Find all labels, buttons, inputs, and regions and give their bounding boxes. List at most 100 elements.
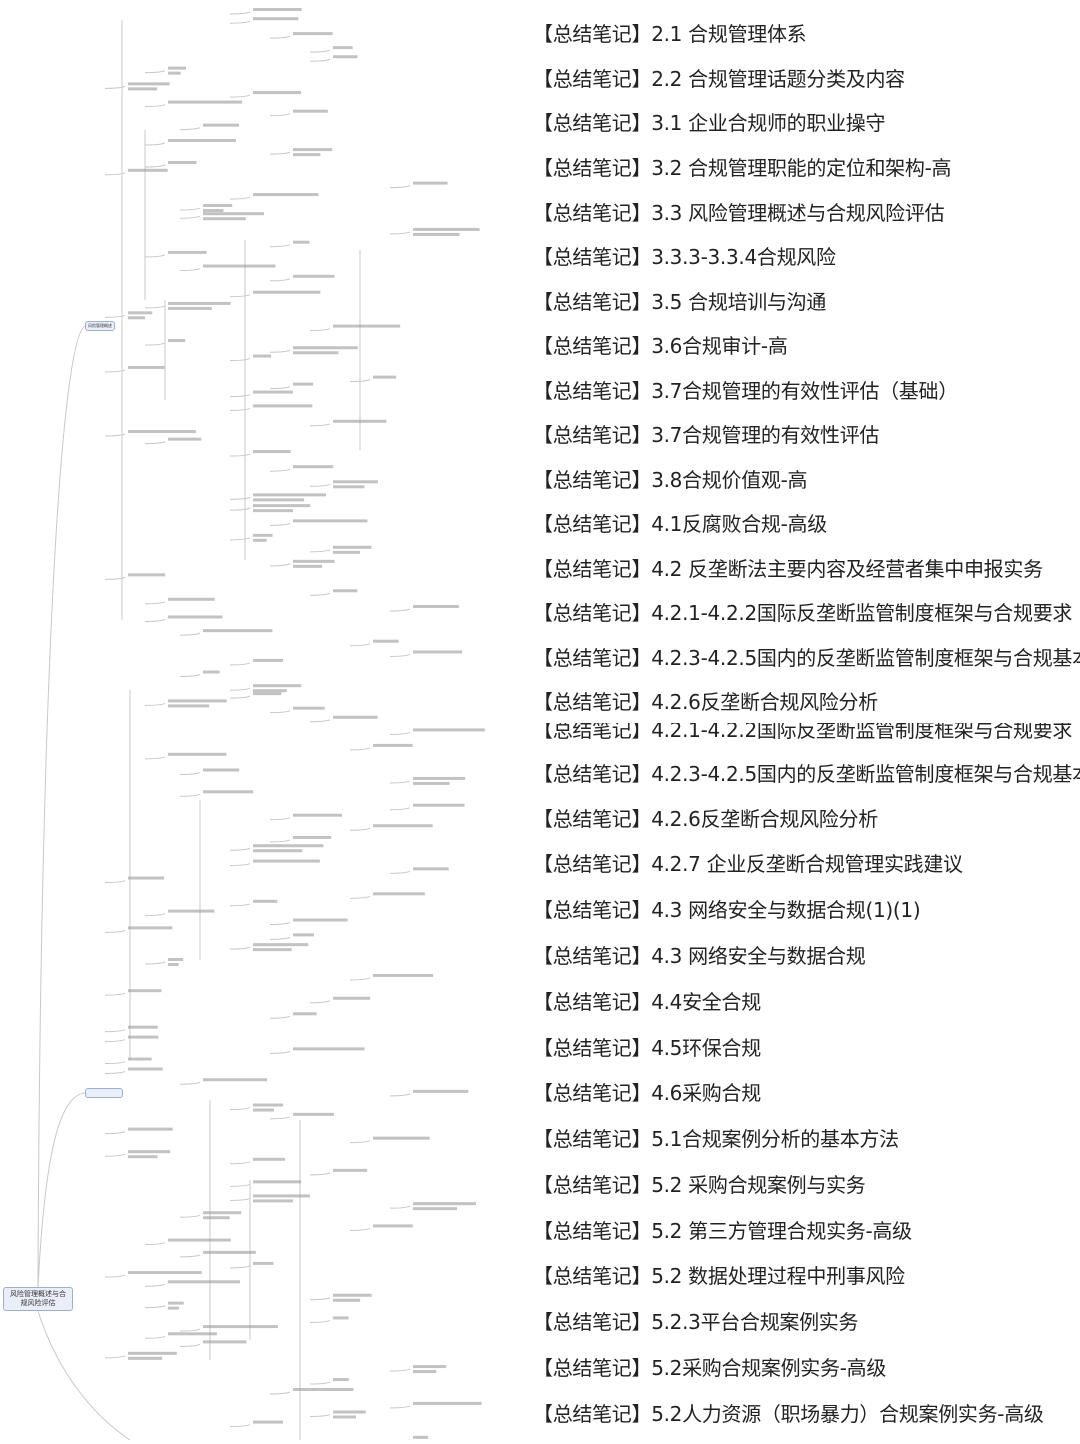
mindmap-node-text <box>293 933 314 936</box>
note-link-item[interactable]: 【总结笔记】5.1合规案例分析的基本方法 <box>533 1123 899 1152</box>
note-prefix: 【总结笔记】 <box>533 718 651 742</box>
mindmap-branch-node-2[interactable] <box>85 1088 123 1098</box>
note-link-item[interactable]: 【总结笔记】3.7合规管理的有效性评估（基础） <box>533 375 958 404</box>
note-link-item[interactable]: 【总结笔记】3.8合规价值观-高 <box>533 464 807 493</box>
mindmap-connector <box>270 1051 290 1053</box>
mindmap-node-text <box>413 605 459 608</box>
note-link-item[interactable]: 【总结笔记】3.7合规管理的有效性评估 <box>533 419 879 448</box>
note-prefix: 【总结笔记】 <box>533 990 651 1014</box>
mindmap-node-text <box>253 900 277 903</box>
mindmap-connector <box>310 1414 330 1416</box>
mindmap-node-text <box>253 849 302 852</box>
mindmap-connector <box>38 1311 130 1440</box>
note-title: 4.2.1-4.2.2国际反垄断监管制度框架与合规要求 <box>651 601 1072 625</box>
mindmap-node-text <box>203 1078 267 1081</box>
note-title: 5.2采购合规案例实务-高级 <box>651 1356 886 1380</box>
note-prefix: 【总结笔记】 <box>533 601 651 625</box>
mindmap-connector <box>180 1344 200 1346</box>
mindmap-connector <box>145 442 165 444</box>
note-prefix: 【总结笔记】 <box>533 67 651 91</box>
mindmap-node-text <box>128 1357 162 1360</box>
note-link-item[interactable]: 【总结笔记】3.3 风险管理概述与合规风险评估 <box>533 197 944 226</box>
note-title: 4.2.3-4.2.5国内的反垄断监管制度框架与合规基本要求 <box>651 646 1080 670</box>
mindmap-connector <box>180 675 200 677</box>
note-link-item[interactable]: 【总结笔记】4.2 反垄断法主要内容及经营者集中申报实务 <box>533 553 1043 582</box>
note-link-item[interactable]: 【总结笔记】3.6合规审计-高 <box>533 330 788 359</box>
note-title: 4.2.1-4.2.2国际反垄断监管制度框架与合规要求 <box>651 718 1072 742</box>
note-link-item[interactable]: 【总结笔记】4.2.3-4.2.5国内的反垄断监管制度框架与合规基本要求 <box>533 642 1080 671</box>
mindmap-node-text <box>253 498 304 501</box>
note-link-item[interactable]: 【总结笔记】5.2.3平台合规案例实务 <box>533 1306 858 1335</box>
mindmap-connector <box>38 326 85 1287</box>
note-title: 5.2 采购合规案例与实务 <box>651 1173 865 1197</box>
note-link-item[interactable]: 【总结笔记】4.5环保合规 <box>533 1032 761 1061</box>
mindmap-connector <box>310 1001 330 1003</box>
mindmap-node-text <box>168 963 179 966</box>
mindmap-node-text <box>373 892 425 895</box>
note-link-item[interactable]: 【总结笔记】4.2.3-4.2.5国内的反垄断监管制度框架与合规基本要求 <box>533 758 1080 787</box>
mindmap-node-text <box>253 943 308 946</box>
note-prefix: 【总结笔记】 <box>533 1264 651 1288</box>
note-title: 4.2.6反垄断合规风险分析 <box>651 690 878 714</box>
note-prefix: 【总结笔记】 <box>533 22 651 46</box>
note-link-item[interactable]: 【总结笔记】5.2采购合规案例实务-高级 <box>533 1352 886 1381</box>
mindmap-root-node[interactable]: 风险管理概述与合规风险评估 <box>3 1287 73 1311</box>
mindmap-canvas[interactable]: 风险管理概述与合规风险评估 风险管理概述 <box>0 0 520 1440</box>
mindmap-connector <box>390 1094 410 1096</box>
mindmap-node-text <box>333 46 353 49</box>
mindmap-connector <box>180 794 200 796</box>
note-link-item[interactable]: 【总结笔记】4.3 网络安全与数据合规 <box>533 940 865 969</box>
mindmap-node-text <box>168 139 236 142</box>
mindmap-node-text <box>168 307 212 310</box>
note-link-item[interactable]: 【总结笔记】4.6采购合规 <box>533 1077 761 1106</box>
note-link-item[interactable]: 【总结笔记】2.1 合规管理体系 <box>533 18 806 47</box>
note-prefix: 【总结笔记】 <box>533 468 651 492</box>
note-link-item[interactable]: 【总结笔记】3.5 合规培训与沟通 <box>533 286 826 315</box>
note-title: 3.1 企业合规师的职业操守 <box>651 111 885 135</box>
note-link-item[interactable]: 【总结笔记】3.2 合规管理职能的定位和架构-高 <box>533 152 951 181</box>
mindmap-connector <box>270 923 290 925</box>
note-link-item[interactable]: 【总结笔记】5.2 第三方管理合规实务-高级 <box>533 1215 912 1244</box>
note-link-item[interactable]: 【总结笔记】4.4安全合规 <box>533 986 761 1015</box>
note-link-item[interactable]: 【总结笔记】4.2.6反垄断合规风险分析 <box>533 803 878 832</box>
note-link-item[interactable]: 【总结笔记】4.2.7 企业反垄断合规管理实践建议 <box>533 848 963 877</box>
mindmap-connector <box>350 896 370 898</box>
mindmap-node-text <box>128 1155 158 1158</box>
mindmap-node-text <box>333 716 378 719</box>
note-title: 4.5环保合规 <box>651 1036 761 1060</box>
mindmap-connector <box>180 1082 200 1084</box>
note-link-item[interactable]: 【总结笔记】2.2 合规管理话题分类及内容 <box>533 63 905 92</box>
mindmap-node-text <box>333 1299 360 1302</box>
mindmap-node-text <box>168 910 214 913</box>
note-link-item[interactable]: 【总结笔记】4.2.1-4.2.2国际反垄断监管制度框架与合规要求 <box>533 714 1072 743</box>
mindmap-node-text <box>168 1302 184 1305</box>
note-link-item[interactable]: 【总结笔记】5.2人力资源（职场暴力）合规案例实务-高级 <box>533 1398 1044 1427</box>
note-title: 4.2 反垄断法主要内容及经营者集中申报实务 <box>651 557 1043 581</box>
mindmap-node-text <box>253 948 292 951</box>
mindmap-node-text <box>128 87 157 90</box>
note-prefix: 【总结笔记】 <box>533 944 651 968</box>
mindmap-connector <box>270 711 290 713</box>
note-link-item[interactable]: 【总结笔记】5.2 数据处理过程中刑事风险 <box>533 1260 905 1289</box>
mindmap-node-text <box>168 753 226 756</box>
mindmap-connector <box>390 871 410 873</box>
mindmap-node-text <box>333 551 360 554</box>
note-link-item[interactable]: 【总结笔记】5.2 采购合规案例与实务 <box>533 1169 865 1198</box>
mindmap-connector <box>230 947 250 949</box>
note-link-item[interactable]: 【总结笔记】3.3.3-3.3.4合规风险 <box>533 241 836 270</box>
note-link-item[interactable]: 【总结笔记】3.1 企业合规师的职业操守 <box>533 107 885 136</box>
mindmap-connector <box>105 1154 125 1156</box>
note-link-item[interactable]: 【总结笔记】4.3 网络安全与数据合规(1)(1) <box>533 894 920 923</box>
note-link-item[interactable]: 【总结笔记】4.2.6反垄断合规风险分析 <box>533 686 878 715</box>
mindmap-connector <box>230 12 250 14</box>
mindmap-node-text <box>333 1378 349 1381</box>
mindmap-connector <box>230 197 250 199</box>
mindmap-connector <box>145 143 165 145</box>
mindmap-node-text <box>253 450 291 453</box>
mindmap-connector <box>310 59 330 61</box>
note-link-item[interactable]: 【总结笔记】4.1反腐败合规-高级 <box>533 508 827 537</box>
note-link-item[interactable]: 【总结笔记】4.2.1-4.2.2国际反垄断监管制度框架与合规要求 <box>533 597 1072 626</box>
mindmap-node-text <box>413 804 465 807</box>
mindmap-connector <box>230 538 250 540</box>
mindmap-branch-node[interactable]: 风险管理概述 <box>85 321 115 331</box>
